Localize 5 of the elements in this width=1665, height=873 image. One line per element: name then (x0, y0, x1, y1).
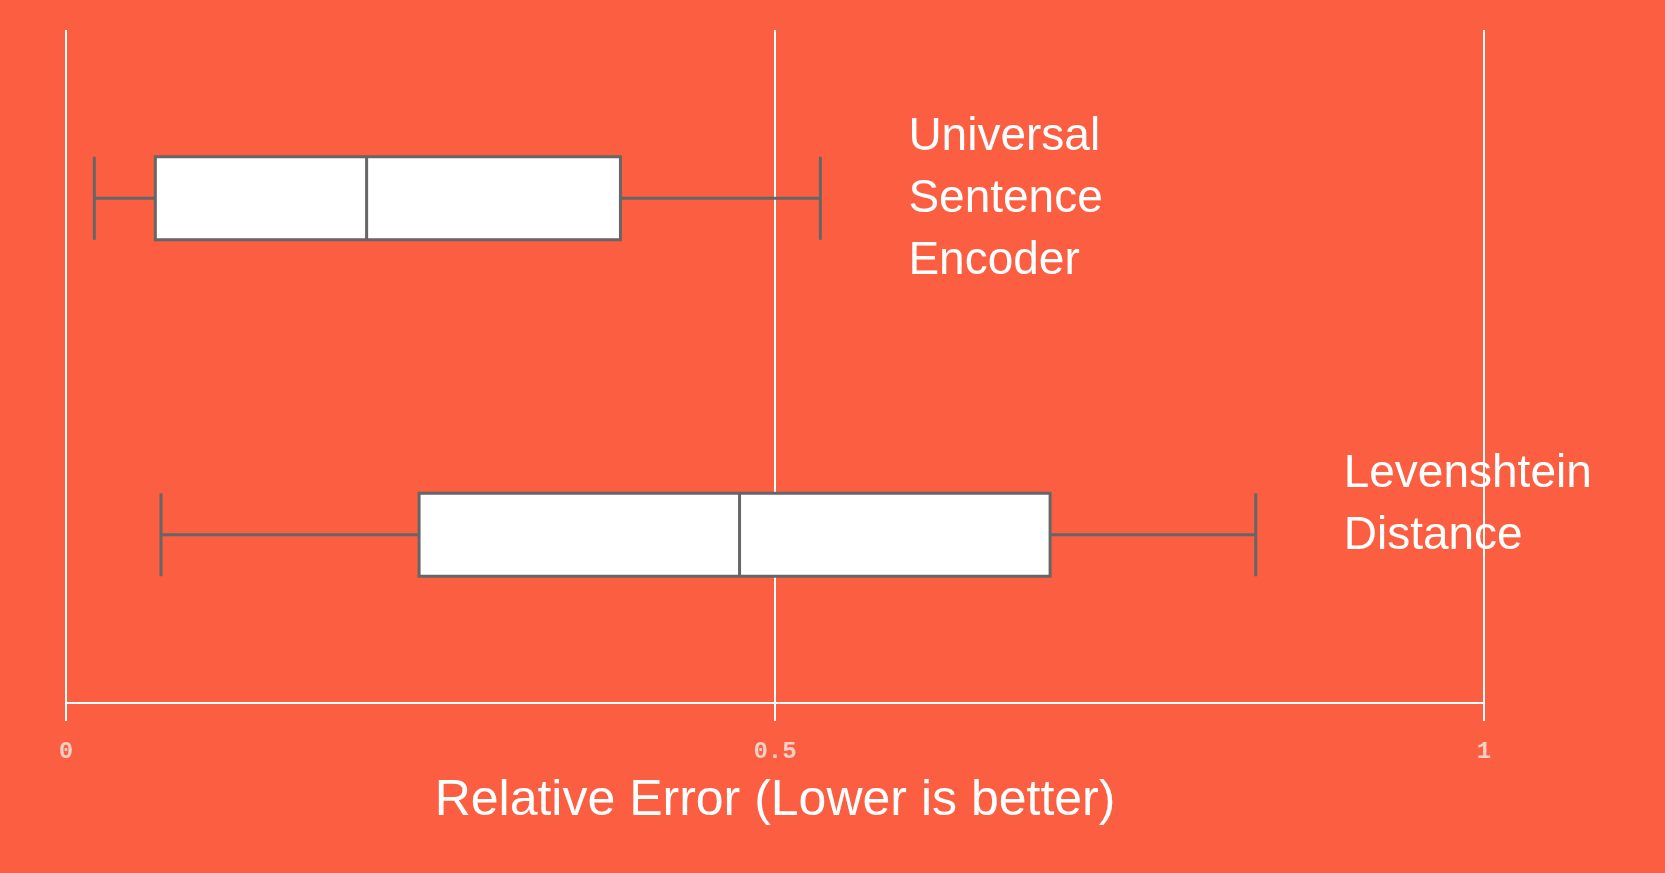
x-axis-title: Relative Error (Lower is better) (434, 770, 1116, 826)
x-tick-label: 1 (1476, 737, 1492, 765)
y-tick-label: Universal Sentence Encoder (908, 108, 1116, 285)
x-tick-label: 0.5 (753, 737, 797, 765)
x-tick-label: 0 (58, 737, 74, 765)
